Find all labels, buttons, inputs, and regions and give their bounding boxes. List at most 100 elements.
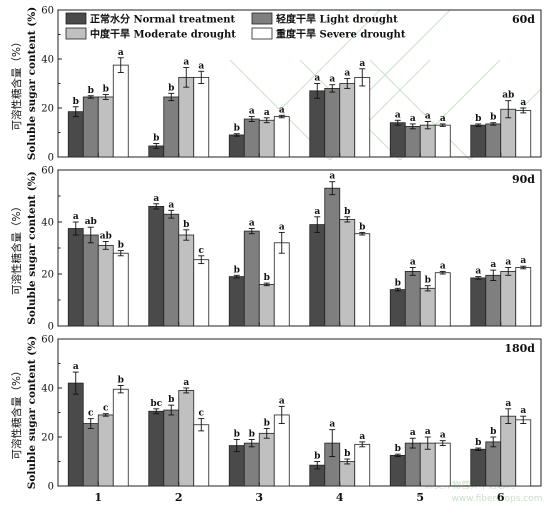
significance-label: b [395, 278, 401, 288]
significance-label: b [183, 220, 189, 230]
significance-label: a [520, 256, 526, 266]
legend-swatch-light [251, 12, 273, 25]
significance-label: a [279, 105, 285, 115]
y-tick-label: 20 [41, 104, 54, 115]
bar-light [82, 423, 99, 487]
bar-moderate [97, 244, 114, 327]
bar-severe [434, 124, 451, 158]
significance-label: b [425, 276, 431, 286]
bar-normal [67, 228, 84, 327]
legend-label-moderate: 中度干旱 Moderate drought [90, 28, 236, 41]
bar-light [82, 234, 99, 327]
significance-label: a [410, 258, 416, 268]
bar-light [163, 96, 180, 158]
significance-label: a [475, 267, 481, 277]
significance-label: ab [85, 217, 97, 227]
bar-moderate [258, 283, 275, 327]
significance-label: a [505, 399, 511, 409]
bar-severe [354, 233, 371, 327]
watermark-line [279, 9, 381, 111]
y-tick-label: 20 [41, 433, 54, 444]
significance-label: a [520, 98, 526, 108]
x-tick-label: 5 [416, 491, 424, 504]
significance-label: b [359, 222, 365, 232]
significance-label: a [118, 48, 124, 58]
significance-label: b [475, 438, 481, 448]
significance-label: a [314, 207, 320, 217]
bar-light [163, 213, 180, 327]
significance-label: c [88, 409, 94, 419]
significance-label: bc [150, 399, 162, 409]
bar-normal [67, 382, 84, 487]
bar-normal [148, 410, 165, 487]
bar-severe [112, 252, 129, 327]
bar-normal [389, 122, 406, 158]
y-tick-label: 20 [41, 270, 54, 281]
bar-light [485, 274, 502, 327]
significance-label: b [168, 83, 174, 93]
bar-severe [354, 76, 371, 158]
panel-frame [57, 169, 542, 327]
significance-label: a [359, 59, 365, 69]
bar-moderate [178, 390, 195, 487]
bar-normal [470, 124, 487, 158]
x-tick-label: 6 [497, 491, 505, 504]
significance-label: a [279, 396, 285, 406]
panel-frame [57, 338, 542, 487]
panel-60d: 0 20 40 60 60d 可溶性糖含量（%） Soluble sugar content… [10, 6, 542, 164]
significance-label: b [168, 395, 174, 405]
y-axis-label-en: Soluble sugar content (%) [26, 7, 38, 160]
bar-light [404, 442, 421, 487]
significance-label: b [234, 265, 240, 275]
bar-severe [273, 242, 290, 327]
bar-severe [515, 267, 532, 327]
panel-180d: 0 20 40 60 180d 可溶性糖含量（%） Soluble sugar conten… [10, 335, 542, 493]
bar-normal [309, 90, 326, 158]
significance-label: a [183, 378, 189, 388]
bar-normal [470, 448, 487, 487]
significance-label: b [264, 418, 270, 428]
bar-normal [228, 134, 245, 158]
bar-severe [354, 443, 371, 487]
significance-label: b [314, 452, 320, 462]
significance-label: a [410, 428, 416, 438]
y-tick-label: 0 [48, 482, 54, 493]
significance-label: a [249, 219, 255, 229]
significance-label: b [234, 124, 240, 134]
bar-normal [148, 205, 165, 327]
y-axis-label-en: Soluble sugar content (%) [26, 171, 38, 324]
bar-moderate [419, 287, 436, 327]
significance-label: a [410, 114, 416, 124]
y-axis-label-cn: 可溶性糖含量（%） [10, 366, 23, 460]
bar-light [485, 123, 502, 158]
bar-severe [193, 259, 210, 327]
significance-label: b [118, 241, 124, 251]
panel-90d: 0 20 40 60 90d 可溶性糖含量（%） Soluble sugar content… [10, 166, 542, 333]
legend-label-normal: 正常水分 Normal treatment [90, 13, 235, 26]
significance-label: c [199, 409, 205, 419]
watermark-text-url: www.fibercrops.com [452, 494, 543, 504]
significance-label: a [440, 114, 446, 124]
bar-light [485, 441, 502, 487]
significance-label: b [249, 429, 255, 439]
significance-label: a [425, 427, 431, 437]
bar-normal [309, 224, 326, 327]
significance-label: a [249, 107, 255, 117]
bar-light [404, 270, 421, 327]
significance-label: a [168, 200, 174, 210]
bar-moderate [419, 124, 436, 158]
y-tick-label: 0 [48, 322, 54, 333]
bar-severe [112, 388, 129, 487]
x-axis: 1 2 3 4 5 6 [94, 153, 505, 504]
bar-severe [434, 272, 451, 327]
significance-label: b [234, 429, 240, 439]
significance-label: a [279, 222, 285, 232]
panel-title: 60d [512, 13, 535, 26]
significance-label: c [103, 404, 109, 414]
x-tick-label: 3 [255, 491, 263, 504]
legend-label-light: 轻度干旱 Light drought [276, 13, 398, 26]
y-tick-label: 0 [48, 153, 54, 164]
significance-label: a [73, 212, 79, 222]
bar-moderate [258, 432, 275, 487]
